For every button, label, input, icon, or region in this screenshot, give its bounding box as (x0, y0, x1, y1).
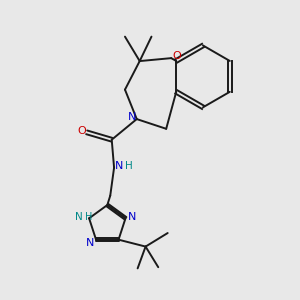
Text: O: O (77, 126, 86, 136)
Text: H: H (125, 161, 133, 171)
Text: N: N (86, 238, 94, 248)
Text: N: N (75, 212, 83, 222)
Text: N: N (128, 212, 136, 222)
Text: H: H (85, 212, 92, 222)
Text: O: O (172, 51, 181, 61)
Text: N: N (128, 112, 136, 122)
Text: N: N (115, 161, 123, 171)
